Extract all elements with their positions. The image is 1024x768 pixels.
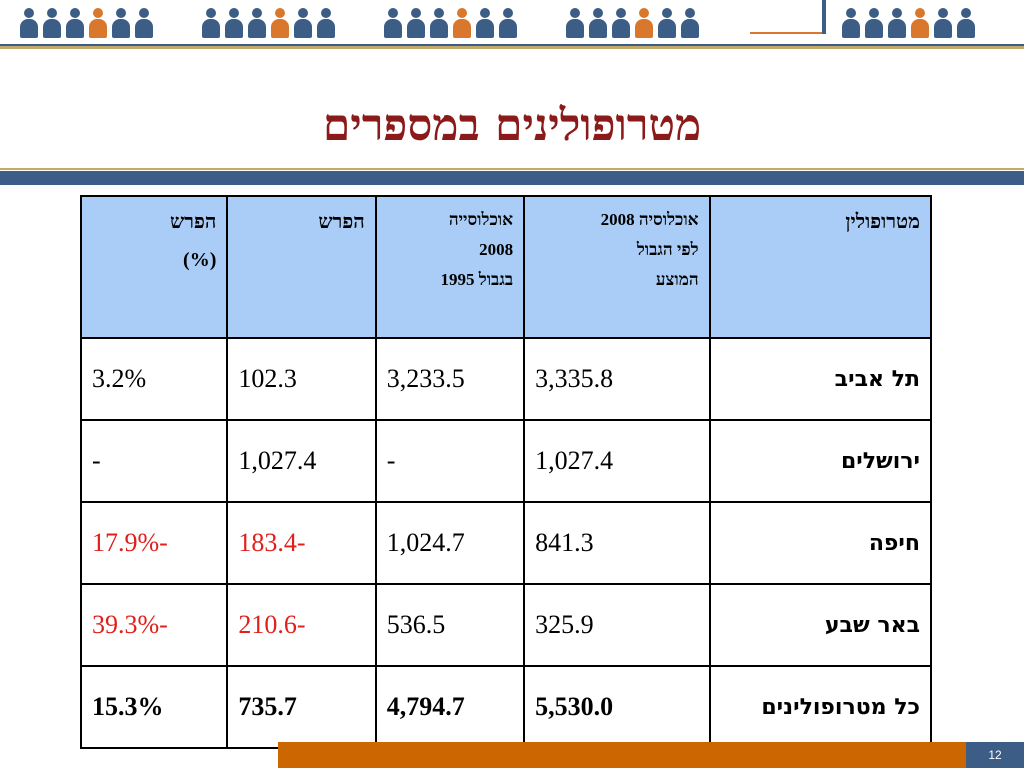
header-population-2008-1995-border: אוכלוסייה 2008 בגבול 1995 <box>374 195 526 339</box>
person-icon <box>382 6 404 38</box>
person-icon <box>110 6 132 38</box>
header-line: הפרש <box>170 211 217 233</box>
cell-population-1995-border: 4,794.7 <box>374 665 526 749</box>
cell-population-1995-border: 1,024.7 <box>374 501 526 585</box>
people-group-icon <box>840 4 977 38</box>
cell-metropolis: תל אביב <box>708 337 933 421</box>
cell-difference-percent: 3.2% <box>79 337 229 421</box>
cell-metropolis: חיפה <box>708 501 933 585</box>
person-icon <box>474 6 496 38</box>
person-icon <box>87 6 109 38</box>
cell-difference-percent: -39.3% <box>79 583 229 667</box>
cell-difference: -183.4 <box>226 501 377 585</box>
header-population-2008-proposed: אוכלוסיה 2008 לפי הגבול המוצע <box>523 195 711 339</box>
people-group-icon <box>18 4 155 38</box>
person-icon <box>292 6 314 38</box>
person-icon <box>133 6 155 38</box>
header-line: לפי הגבול <box>636 240 699 259</box>
title-divider-gold <box>0 168 1024 170</box>
header-metropolis: מטרופולין <box>708 195 933 339</box>
person-icon <box>41 6 63 38</box>
people-group-icon <box>564 4 701 38</box>
people-group-icon <box>200 4 337 38</box>
title-divider-blue <box>0 171 1024 185</box>
cell-difference: 735.7 <box>226 665 377 749</box>
header-line: אוכלוסייה <box>448 210 514 229</box>
page-number: 12 <box>966 742 1024 768</box>
footer-bar <box>278 742 966 768</box>
cell-population-1995-border: - <box>374 419 526 503</box>
cell-population-1995-border: 3,233.5 <box>374 337 526 421</box>
metropolis-table: מטרופולין אוכלוסיה 2008 לפי הגבול המוצע … <box>79 195 933 749</box>
cell-metropolis: ירושלים <box>708 419 933 503</box>
person-icon <box>315 6 337 38</box>
person-icon <box>200 6 222 38</box>
person-icon <box>223 6 245 38</box>
person-icon <box>679 6 701 38</box>
cell-population-2008: 841.3 <box>523 501 711 585</box>
banner-divider-gold <box>0 46 1024 49</box>
person-icon <box>656 6 678 38</box>
person-icon <box>587 6 609 38</box>
cell-metropolis: כל מטרופולינים <box>708 665 933 749</box>
person-icon <box>246 6 268 38</box>
cell-population-2008: 3,335.8 <box>523 337 711 421</box>
slide-title: מטרופולינים במספרים <box>322 100 702 151</box>
top-banner <box>0 0 1024 44</box>
cell-difference-percent: 15.3% <box>79 665 229 749</box>
header-line: 2008 <box>479 240 514 259</box>
person-icon <box>269 6 291 38</box>
banner-decoration-accent <box>822 0 826 34</box>
header-line: המוצע <box>655 270 699 289</box>
header-line: (%) <box>183 249 217 271</box>
header-line: בגבול 1995 <box>440 270 514 289</box>
table-row: ירושלים 1,027.4 - 1,027.4 - <box>79 419 933 503</box>
table-row: תל אביב 3,335.8 3,233.5 102.3 3.2% <box>79 337 933 421</box>
cell-population-1995-border: 536.5 <box>374 583 526 667</box>
person-icon <box>840 6 862 38</box>
person-icon <box>909 6 931 38</box>
cell-difference-percent: -17.9% <box>79 501 229 585</box>
person-icon <box>610 6 632 38</box>
banner-divider <box>0 44 1024 46</box>
person-icon <box>405 6 427 38</box>
header-line: אוכלוסיה 2008 <box>600 210 699 229</box>
person-icon <box>64 6 86 38</box>
cell-difference: 102.3 <box>226 337 377 421</box>
cell-population-2008: 1,027.4 <box>523 419 711 503</box>
people-group-icon <box>382 4 519 38</box>
table-row: חיפה 841.3 1,024.7 -183.4 -17.9% <box>79 501 933 585</box>
person-icon <box>451 6 473 38</box>
table-header-row: מטרופולין אוכלוסיה 2008 לפי הגבול המוצע … <box>79 195 933 339</box>
person-icon <box>886 6 908 38</box>
header-difference: הפרש <box>226 195 377 339</box>
person-icon <box>633 6 655 38</box>
cell-population-2008: 325.9 <box>523 583 711 667</box>
person-icon <box>863 6 885 38</box>
person-icon <box>564 6 586 38</box>
cell-metropolis: באר שבע <box>708 583 933 667</box>
person-icon <box>932 6 954 38</box>
header-difference-percent: הפרש (%) <box>79 195 229 339</box>
cell-difference: 1,027.4 <box>226 419 377 503</box>
person-icon <box>497 6 519 38</box>
cell-difference: -210.6 <box>226 583 377 667</box>
person-icon <box>18 6 40 38</box>
table-row: באר שבע 325.9 536.5 -210.6 -39.3% <box>79 583 933 667</box>
banner-decoration-box <box>750 0 822 34</box>
cell-population-2008: 5,530.0 <box>523 665 711 749</box>
cell-difference-percent: - <box>79 419 229 503</box>
person-icon <box>955 6 977 38</box>
table-total-row: כל מטרופולינים 5,530.0 4,794.7 735.7 15.… <box>79 665 933 749</box>
person-icon <box>428 6 450 38</box>
